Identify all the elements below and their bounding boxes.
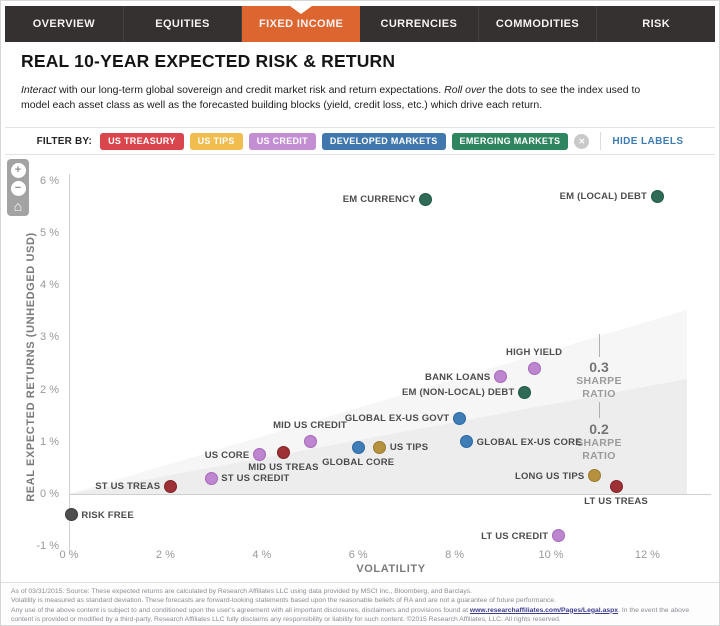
sharpe-caption: SHARPE <box>576 437 622 449</box>
point-em-currency[interactable] <box>419 192 433 206</box>
filter-button-developed-markets[interactable]: DEVELOPED MARKETS <box>321 132 446 150</box>
x-tick-4: 4 % <box>252 549 272 561</box>
point-label-long-us-tips: LONG US TIPS <box>514 470 585 482</box>
sharpe-ratio-label-0.3: 0.3 SHARPE RATIO <box>576 360 622 401</box>
nav-tab-commodities[interactable]: COMMODITIES <box>478 6 598 42</box>
y-axis-title: REAL EXPECTED RETURNS (UNHEDGED USD) <box>25 232 37 502</box>
sharpe-ratio-label-0.2: 0.2 SHARPE RATIO <box>576 422 622 463</box>
x-tick-0: 0 % <box>59 549 79 561</box>
point-label-global-ex-us-govt: GLOBAL EX-US GOVT <box>344 413 450 425</box>
nav-tab-equities[interactable]: EQUITIES <box>123 6 243 42</box>
filter-button-us-tips[interactable]: US TIPS <box>189 132 243 150</box>
point-em-local-debt[interactable] <box>650 189 664 203</box>
zoom-controls: + − ⌂ <box>7 159 29 216</box>
zoom-in-button[interactable]: + <box>10 163 26 178</box>
point-label-st-us-credit: ST US CREDIT <box>221 473 290 485</box>
hide-labels-link[interactable]: HIDE LABELS <box>612 135 684 147</box>
y-tick-0: 0 % <box>40 488 59 500</box>
y-tick--1: -1 % <box>36 540 59 553</box>
point-label-mid-us-credit: MID US CREDIT <box>273 419 347 431</box>
zoom-out-button[interactable]: − <box>10 181 26 196</box>
point-st-us-treas[interactable] <box>163 479 177 493</box>
nav-tab-fixed-income[interactable]: FIXED INCOME <box>242 6 361 42</box>
sharpe-caption: SHARPE <box>576 375 622 387</box>
x-axis-title: VOLATILITY <box>356 563 426 575</box>
x-tick-6: 6 % <box>348 549 368 561</box>
y-tick-5: 5 % <box>40 227 59 239</box>
sharpe-caption: RATIO <box>582 450 616 462</box>
point-global-ex-us-core[interactable] <box>460 435 474 449</box>
disclaimer-line-2: Volatility is measured as standard devia… <box>11 597 557 605</box>
nav-tab-risk[interactable]: RISK <box>597 6 716 42</box>
x-tick-8: 8 % <box>445 549 465 561</box>
top-nav: OVERVIEW EQUITIES FIXED INCOME CURRENCIES CO… <box>5 6 716 42</box>
clear-filters-button[interactable]: ✕ <box>574 133 590 149</box>
point-label-us-tips: US TIPS <box>389 442 429 454</box>
point-em-non-local-debt[interactable] <box>517 385 531 399</box>
legal-link[interactable]: www.researchaffiliates.com/Pages/Legal.a… <box>469 606 619 614</box>
y-tick-3: 3 % <box>40 331 59 344</box>
point-label-us-core: US CORE <box>204 449 250 461</box>
filter-button-us-treasury[interactable]: US TREASURY <box>100 132 184 150</box>
nav-tab-currencies[interactable]: CURRENCIES <box>360 6 479 42</box>
point-label-em-local-debt: EM (LOCAL) DEBT <box>559 191 648 203</box>
filter-divider <box>600 132 602 150</box>
page-title: REAL 10-YEAR EXPECTED RISK & RETURN <box>21 51 396 71</box>
sharpe-caption: RATIO <box>582 388 616 400</box>
point-lt-us-treas[interactable] <box>609 479 623 493</box>
home-icon: ⌂ <box>13 198 23 214</box>
zoom-reset-button[interactable]: ⌂ <box>14 199 22 213</box>
sharpe-wedge-0.3 <box>69 310 687 494</box>
divider-filter <box>5 154 715 155</box>
disclaimer-line-3: Any use of the above content is subject … <box>11 606 690 614</box>
point-risk-free[interactable] <box>64 508 78 522</box>
point-label-lt-us-treas: LT US TREAS <box>584 496 648 508</box>
point-global-ex-us-govt[interactable] <box>452 411 466 425</box>
x-tick-12: 12 % <box>634 549 660 561</box>
y-tick-2: 2 % <box>40 383 59 396</box>
filter-button-us-credit[interactable]: US CREDIT <box>248 132 316 150</box>
point-label-global-ex-us-core: GLOBAL EX-US CORE <box>476 436 582 448</box>
close-icon: ✕ <box>578 136 586 146</box>
nav-tab-overview[interactable]: OVERVIEW <box>5 6 124 42</box>
page-description: Interact with our long-term global sover… <box>21 84 641 111</box>
x-tick-10: 10 % <box>538 549 564 561</box>
divider-top <box>5 127 715 128</box>
point-lt-us-credit[interactable] <box>551 529 565 543</box>
point-us-core[interactable] <box>252 448 266 462</box>
point-us-tips[interactable] <box>373 440 387 454</box>
point-label-lt-us-credit: LT US CREDIT <box>481 530 549 542</box>
y-tick-1: 1 % <box>40 435 59 448</box>
filter-button-emerging-markets[interactable]: EMERGING MARKETS <box>451 132 569 150</box>
point-label-st-us-treas: ST US TREAS <box>95 481 161 493</box>
x-tick-2: 2 % <box>155 549 175 561</box>
minus-icon: − <box>14 182 22 194</box>
plus-icon: + <box>14 164 22 176</box>
point-mid-us-credit[interactable] <box>303 435 317 449</box>
point-mid-us-treas[interactable] <box>276 445 290 459</box>
filter-bar: FILTER BY: US TREASURY US TIPS US CREDIT DE… <box>1 128 719 154</box>
disclaimer-line-4: content is provided or modified by a thi… <box>11 615 561 623</box>
point-label-bank-loans: BANK LOANS <box>425 371 491 383</box>
sharpe-value: 0.2 <box>589 421 609 437</box>
point-label-global-core: GLOBAL CORE <box>322 457 395 469</box>
point-label-em-currency: EM CURRENCY <box>342 194 416 206</box>
point-high-yield[interactable] <box>527 362 541 376</box>
point-bank-loans[interactable] <box>493 370 507 384</box>
y-tick-4: 4 % <box>40 279 59 292</box>
point-label-high-yield: HIGH YIELD <box>506 346 563 358</box>
point-st-us-credit[interactable] <box>204 471 218 485</box>
point-label-risk-free: RISK FREE <box>81 509 134 521</box>
point-long-us-tips[interactable] <box>587 469 601 483</box>
disclaimer-footer: As of 03/31/2015. Source: These expected… <box>1 582 719 625</box>
point-global-core[interactable] <box>351 440 365 454</box>
sharpe-value: 0.3 <box>589 359 609 375</box>
point-label-mid-us-treas: MID US TREAS <box>248 462 319 474</box>
filter-by-label: FILTER BY: <box>36 135 93 147</box>
disclaimer-line-1: As of 03/31/2015. Source: These expected… <box>11 588 473 595</box>
point-label-em-non-local-debt: EM (NON-LOCAL) DEBT <box>401 387 515 399</box>
